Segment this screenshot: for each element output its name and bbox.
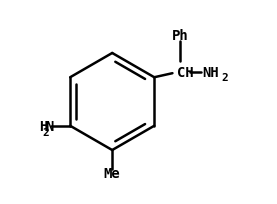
Text: 2: 2	[43, 127, 50, 137]
Text: CH: CH	[178, 66, 194, 80]
Text: Ph: Ph	[171, 29, 188, 43]
Text: 2: 2	[221, 73, 228, 83]
Text: H: H	[40, 119, 48, 133]
Text: NH: NH	[202, 66, 219, 80]
Text: N: N	[46, 119, 54, 133]
Text: Me: Me	[104, 166, 120, 180]
